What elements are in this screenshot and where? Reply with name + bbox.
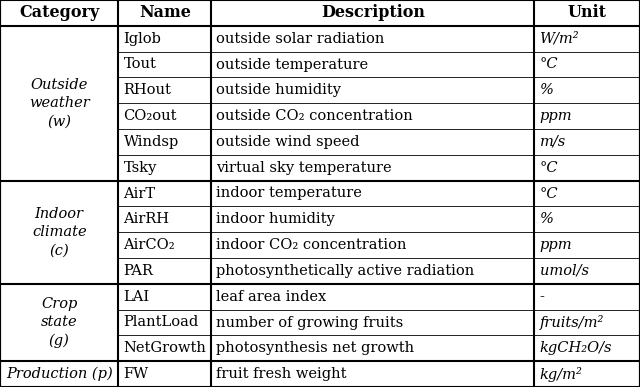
Text: RHout: RHout [124,83,172,97]
Text: number of growing fruits: number of growing fruits [216,315,404,329]
Text: Category: Category [19,4,99,21]
Text: fruits/m²: fruits/m² [540,315,604,330]
Text: indoor humidity: indoor humidity [216,212,335,226]
Text: photosynthetically active radiation: photosynthetically active radiation [216,264,475,278]
Text: fruit fresh weight: fruit fresh weight [216,367,347,381]
Text: Indoor
climate
(c): Indoor climate (c) [32,207,86,258]
Text: kgCH₂O/s: kgCH₂O/s [540,341,612,355]
Text: Tsky: Tsky [124,161,157,175]
Text: Tout: Tout [124,58,156,72]
Text: outside wind speed: outside wind speed [216,135,360,149]
Text: °C: °C [540,58,558,72]
Text: FW: FW [124,367,148,381]
Text: Crop
state
(g): Crop state (g) [41,297,77,348]
Text: indoor temperature: indoor temperature [216,187,362,200]
Text: LAI: LAI [124,290,150,304]
Text: °C: °C [540,187,558,200]
Text: virtual sky temperature: virtual sky temperature [216,161,392,175]
Text: m/s: m/s [540,135,566,149]
Text: NetGrowth: NetGrowth [124,341,206,355]
Text: CO₂out: CO₂out [124,109,177,123]
Text: ppm: ppm [540,109,572,123]
Text: Description: Description [321,4,425,21]
Text: AirCO₂: AirCO₂ [124,238,175,252]
Text: outside humidity: outside humidity [216,83,341,97]
Text: outside solar radiation: outside solar radiation [216,32,385,46]
Text: °C: °C [540,161,558,175]
Text: Iglob: Iglob [124,32,161,46]
Text: leaf area index: leaf area index [216,290,326,304]
Text: kg/m²: kg/m² [540,366,582,382]
Text: photosynthesis net growth: photosynthesis net growth [216,341,415,355]
Text: indoor CO₂ concentration: indoor CO₂ concentration [216,238,407,252]
Text: Production (p): Production (p) [6,367,113,381]
Text: %: % [540,212,554,226]
Text: outside CO₂ concentration: outside CO₂ concentration [216,109,413,123]
Text: Name: Name [139,4,191,21]
Text: %: % [540,83,554,97]
Text: Outside
weather
(w): Outside weather (w) [29,78,90,128]
Text: PAR: PAR [124,264,154,278]
Text: -: - [540,290,545,304]
Text: umol/s: umol/s [540,264,589,278]
Text: W/m²: W/m² [540,32,579,46]
Text: Windsp: Windsp [124,135,179,149]
Text: ppm: ppm [540,238,572,252]
Text: PlantLoad: PlantLoad [124,315,199,329]
Text: outside temperature: outside temperature [216,58,369,72]
Text: Unit: Unit [568,4,607,21]
Text: AirRH: AirRH [124,212,170,226]
Text: AirT: AirT [124,187,156,200]
